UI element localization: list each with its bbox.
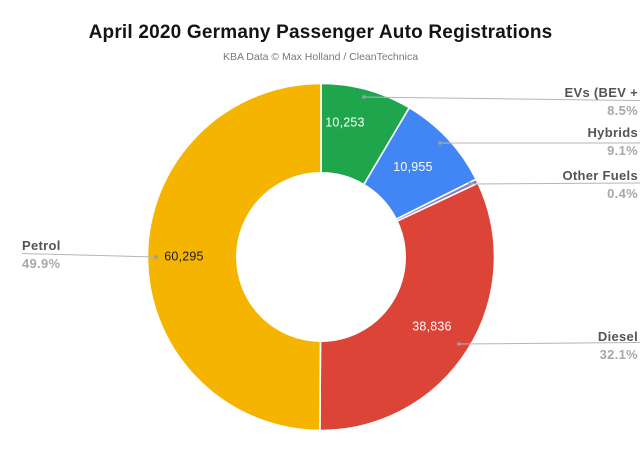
slice-petrol: [146, 82, 322, 432]
callout-evs-label: EVs (BEV +: [564, 85, 638, 100]
leader-line-petrol: [21, 253, 157, 258]
slice-value-hybrids: 10,955: [393, 160, 432, 174]
chart-subtitle: KBA Data © Max Holland / CleanTechnica: [222, 51, 419, 63]
callout-other-fuels-percent: 0.4%: [607, 186, 638, 201]
leader-line-other-fuels: [469, 182, 641, 185]
callout-petrol: Petrol 49.9%: [22, 238, 61, 271]
slice-value-evs-bev: 10,253: [325, 115, 364, 129]
slice-value-diesel: 38,836: [412, 319, 451, 333]
leader-dot-other-fuels: [468, 182, 472, 186]
leader-dot-diesel: [457, 342, 461, 346]
slice-diesel: [319, 182, 496, 432]
callout-diesel: Diesel 32.1%: [598, 329, 638, 362]
callout-other-fuels: Other Fuels 0.4%: [562, 168, 638, 201]
leader-dot-hybrids: [438, 141, 442, 145]
callout-hybrids-label: Hybrids: [587, 125, 638, 140]
callout-petrol-percent: 49.9%: [22, 256, 61, 271]
slice-value-petrol: 60,295: [164, 249, 203, 263]
chart-title: April 2020 Germany Passenger Auto Regist…: [88, 22, 553, 43]
leader-line-diesel: [458, 342, 641, 345]
callout-hybrids: Hybrids 9.1%: [587, 125, 638, 158]
leader-dot-petrol: [154, 255, 158, 259]
callout-petrol-label: Petrol: [22, 238, 61, 253]
callout-evs: EVs (BEV + 8.5%: [565, 85, 638, 118]
callout-other-fuels-label: Other Fuels: [562, 168, 638, 183]
leader-dot-evs-bev: [362, 95, 366, 99]
callout-hybrids-percent: 9.1%: [607, 143, 638, 158]
leader-line-evs-bev: [363, 96, 641, 101]
callout-diesel-label: Diesel: [597, 329, 638, 344]
callout-evs-percent: 8.5%: [607, 103, 638, 118]
callout-diesel-percent: 32.1%: [599, 347, 638, 362]
